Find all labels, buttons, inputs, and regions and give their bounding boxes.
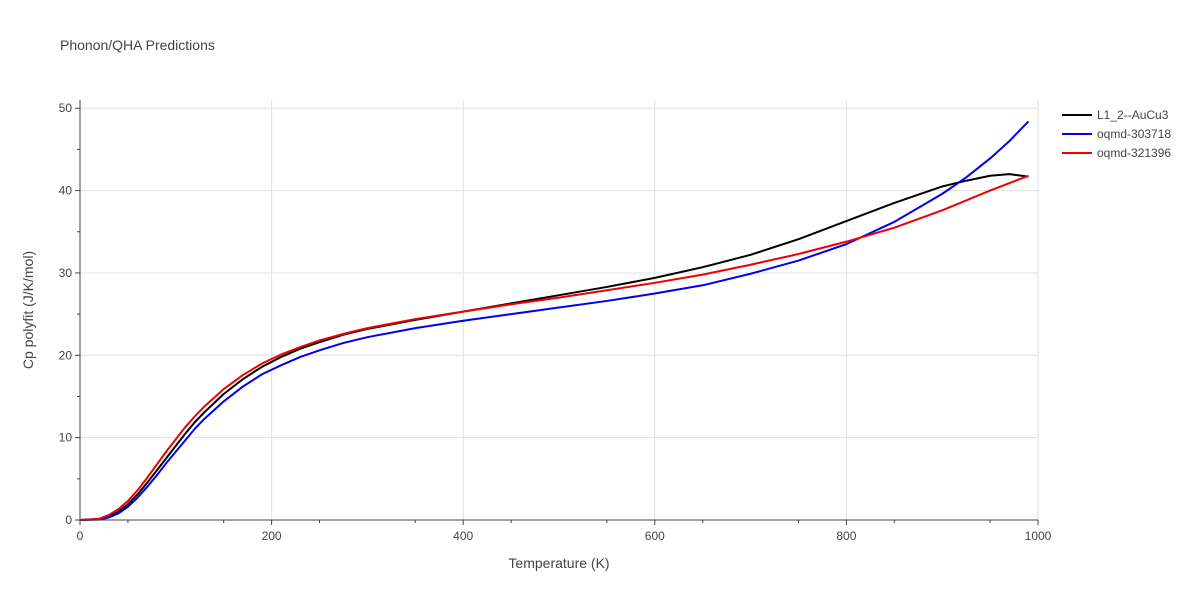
series-line-2 <box>79 120 1030 521</box>
x-tick-label: 400 <box>453 529 473 543</box>
y-tick-label: 20 <box>59 348 73 362</box>
legend-item-1[interactable]: L1_2--AuCu3 <box>1062 108 1169 122</box>
x-axis-title: Temperature (K) <box>508 555 609 571</box>
y-tick-label: 10 <box>59 431 73 445</box>
legend-label: L1_2--AuCu3 <box>1097 108 1169 122</box>
legend-item-3[interactable]: oqmd-321396 <box>1062 146 1171 160</box>
legend[interactable]: L1_2--AuCu3 oqmd-303718 oqmd-321396 <box>1062 108 1171 160</box>
y-tick-label: 50 <box>59 101 73 115</box>
grid-lines <box>80 100 1039 520</box>
x-tick-label: 0 <box>77 529 84 543</box>
x-tick-label: 200 <box>262 529 282 543</box>
legend-label: oqmd-303718 <box>1097 127 1171 141</box>
chart-title: Phonon/QHA Predictions <box>60 37 215 53</box>
legend-item-2[interactable]: oqmd-303718 <box>1062 127 1171 141</box>
x-tick-label: 1000 <box>1025 529 1052 543</box>
y-axis-title: Cp polyfit (J/K/mol) <box>20 251 36 369</box>
x-tick-label: 800 <box>836 529 856 543</box>
series-line-1 <box>79 173 1029 521</box>
x-axis-ticks: 0 200 400 600 800 1000 <box>77 520 1052 543</box>
series-lines <box>79 120 1030 521</box>
y-tick-label: 30 <box>59 266 73 280</box>
y-axis-ticks: 0 10 20 30 40 50 <box>59 101 80 527</box>
legend-label: oqmd-321396 <box>1097 146 1171 160</box>
y-tick-label: 40 <box>59 184 73 198</box>
series-line-3 <box>79 174 1029 521</box>
x-tick-label: 600 <box>645 529 665 543</box>
y-tick-label: 0 <box>65 513 72 527</box>
